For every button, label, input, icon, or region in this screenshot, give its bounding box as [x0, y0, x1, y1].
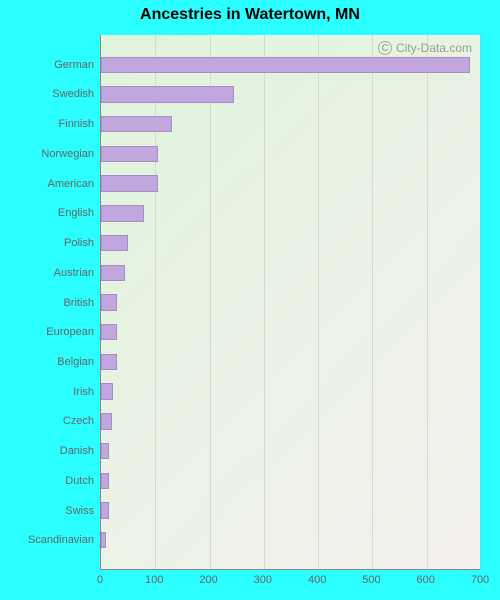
y-tick-label: Norwegian: [41, 148, 94, 160]
bar: [101, 86, 234, 102]
x-tick-label: 200: [199, 574, 217, 586]
x-tick-label: 700: [471, 574, 489, 586]
x-gridline: [481, 35, 482, 569]
x-tick-label: 300: [254, 574, 272, 586]
bar: [101, 116, 172, 132]
bar: [101, 532, 106, 548]
ancestries-chart-page: Ancestries in Watertown, MN C City-Data.…: [0, 0, 500, 600]
bar: [101, 146, 158, 162]
chart-title: Ancestries in Watertown, MN: [0, 6, 500, 24]
x-tick-label: 0: [97, 574, 103, 586]
bar: [101, 383, 113, 399]
y-tick-label: American: [48, 178, 94, 190]
bar: [101, 502, 109, 518]
y-tick-label: Austrian: [54, 267, 94, 279]
y-tick-label: European: [46, 326, 94, 338]
y-tick-label: British: [63, 297, 94, 309]
x-gridline: [210, 35, 211, 569]
bar: [101, 354, 117, 370]
bar: [101, 175, 158, 191]
city-data-logo-icon: C: [378, 41, 392, 55]
bar: [101, 324, 117, 340]
y-tick-label: Belgian: [57, 356, 94, 368]
y-tick-label: Dutch: [65, 475, 94, 487]
y-tick-label: Irish: [73, 386, 94, 398]
watermark: C City-Data.com: [378, 41, 472, 55]
x-tick-label: 100: [145, 574, 163, 586]
bar: [101, 205, 144, 221]
x-tick-label: 600: [417, 574, 435, 586]
y-tick-label: Czech: [63, 415, 94, 427]
x-gridline: [264, 35, 265, 569]
y-tick-label: Polish: [64, 237, 94, 249]
y-tick-label: Danish: [60, 445, 94, 457]
bar: [101, 265, 125, 281]
bar: [101, 443, 109, 459]
bar: [101, 57, 470, 73]
bar: [101, 294, 117, 310]
watermark-text: City-Data.com: [396, 41, 472, 55]
x-tick-label: 500: [362, 574, 380, 586]
y-tick-label: English: [58, 207, 94, 219]
x-tick-label: 400: [308, 574, 326, 586]
plot-area: C City-Data.com: [100, 35, 480, 570]
y-tick-label: Scandinavian: [28, 534, 94, 546]
y-tick-label: German: [54, 59, 94, 71]
y-tick-label: Swedish: [52, 88, 94, 100]
x-gridline: [372, 35, 373, 569]
bar: [101, 473, 109, 489]
bar: [101, 413, 112, 429]
x-gridline: [427, 35, 428, 569]
bar: [101, 235, 128, 251]
y-tick-label: Finnish: [59, 118, 94, 130]
x-gridline: [318, 35, 319, 569]
y-tick-label: Swiss: [65, 505, 94, 517]
